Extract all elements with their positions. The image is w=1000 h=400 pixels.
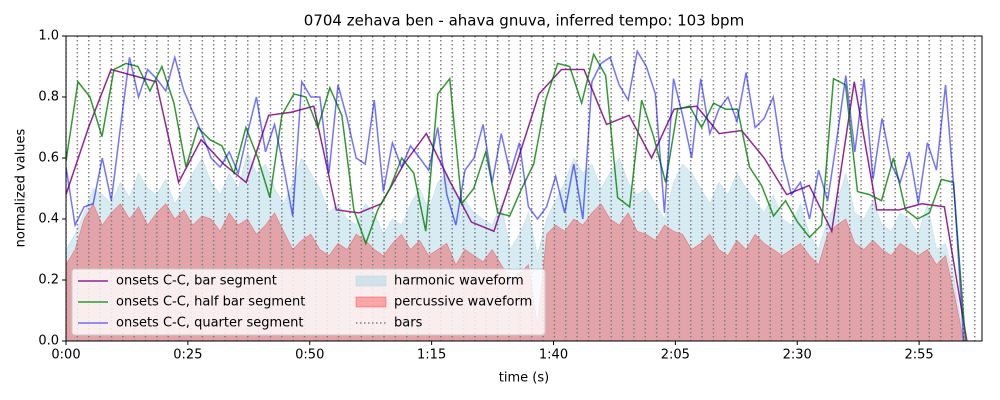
chart-title: 0704 zehava ben - ahava gnuva, inferred … (304, 12, 744, 30)
y-tick-label: 0.0 (38, 334, 59, 349)
legend-swatch (355, 296, 387, 308)
x-tick-label: 0:50 (295, 348, 324, 363)
onset-line (66, 49, 965, 341)
onset-line (66, 52, 967, 341)
x-tick-label: 2:30 (783, 348, 812, 363)
x-tick-label: 1:40 (539, 348, 568, 363)
y-tick-label: 0.6 (38, 151, 59, 166)
legend-label: onsets C-C, bar segment (116, 274, 277, 289)
x-tick-label: 2:55 (905, 348, 934, 363)
x-tick-label: 0:00 (51, 348, 80, 363)
legend-label: onsets C-C, half bar segment (116, 295, 305, 310)
x-tick-label: 1:15 (417, 348, 446, 363)
legend-box (71, 268, 546, 336)
axes-frame (65, 35, 983, 342)
legend: onsets C-C, bar segment onsets C-C, half … (71, 268, 546, 336)
legend-label: bars (394, 316, 423, 331)
y-axis-label: normalized values (14, 128, 29, 247)
legend-label: percussive waveform (394, 295, 532, 310)
legend-swatch (355, 275, 387, 287)
x-tick-label: 2:05 (661, 348, 690, 363)
y-tick-label: 0.8 (38, 90, 59, 105)
y-tick-label: 1.0 (38, 29, 59, 44)
legend-label: onsets C-C, quarter segment (116, 316, 303, 331)
y-tick-label: 0.4 (38, 212, 59, 227)
onset-line (66, 68, 968, 341)
x-tick-label: 0:25 (173, 348, 202, 363)
legend-label: harmonic waveform (394, 274, 524, 289)
x-axis-label: time (s) (499, 371, 549, 386)
y-tick-label: 0.2 (38, 273, 59, 288)
